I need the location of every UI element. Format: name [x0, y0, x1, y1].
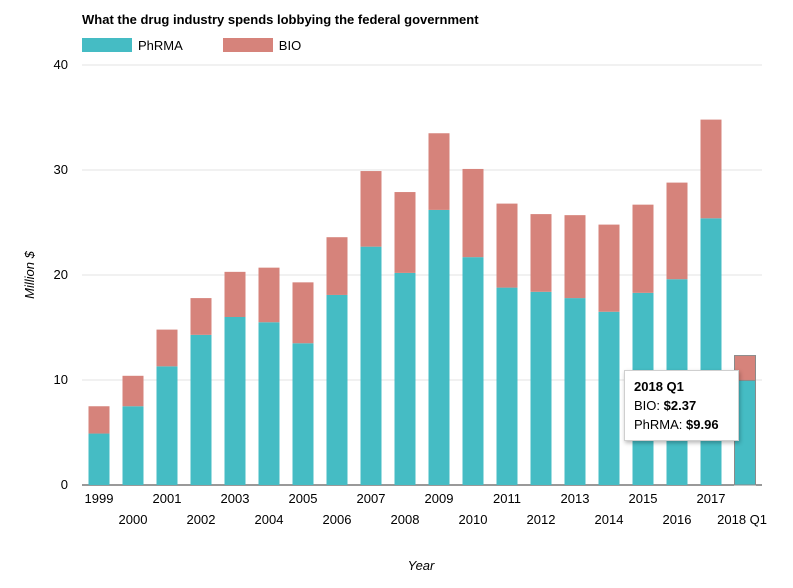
- x-tick-label: 1999: [85, 491, 114, 506]
- x-tick-label: 2005: [289, 491, 318, 506]
- bar-bio[interactable]: [462, 168, 484, 258]
- x-tick-label: 2015: [629, 491, 658, 506]
- bar-bio[interactable]: [598, 224, 620, 312]
- y-tick-label: 40: [54, 57, 68, 72]
- y-tick-label: 20: [54, 267, 68, 282]
- bar-bio[interactable]: [360, 171, 382, 247]
- x-tick-label: 2017: [697, 491, 726, 506]
- bar-bio[interactable]: [224, 271, 246, 317]
- x-tick-label: 2018 Q1: [717, 512, 767, 527]
- bar-phrma[interactable]: [496, 287, 518, 485]
- bar-phrma[interactable]: [598, 311, 620, 485]
- y-tick-label: 10: [54, 372, 68, 387]
- x-tick-label: 2002: [187, 512, 216, 527]
- bar-phrma[interactable]: [394, 272, 416, 485]
- bar-phrma[interactable]: [530, 291, 552, 485]
- x-tick-label: 2008: [391, 512, 420, 527]
- bar-bio[interactable]: [666, 182, 688, 280]
- bar-bio[interactable]: [394, 192, 416, 273]
- x-tick-label: 2011: [493, 491, 521, 506]
- bar-bio[interactable]: [122, 375, 144, 407]
- bar-bio[interactable]: [292, 282, 314, 344]
- legend-item-phrma[interactable]: PhRMA: [82, 38, 183, 53]
- bar-bio[interactable]: [700, 119, 722, 219]
- bar-phrma[interactable]: [258, 322, 280, 485]
- tick-labels: 0 10 20 30 40 1999 2000 2001 2002 2003 2004 2005 200…: [54, 57, 767, 527]
- bar-phrma[interactable]: [564, 298, 586, 485]
- bar-bio[interactable]: [632, 204, 654, 293]
- tooltip: 2018 Q1 BIO: $2.37 PhRMA: $9.96: [624, 370, 739, 441]
- x-tick-label: 2007: [357, 491, 386, 506]
- tooltip-label-bio: BIO:: [634, 398, 661, 413]
- x-tick-label: 2013: [561, 491, 590, 506]
- legend-label-bio: BIO: [278, 37, 302, 53]
- bar-phrma[interactable]: [156, 366, 178, 485]
- x-tick-label: 2004: [255, 512, 284, 527]
- x-tick-label: 2006: [323, 512, 352, 527]
- y-axis-label: Million $: [22, 250, 37, 298]
- legend-swatch-phrma: [82, 38, 132, 52]
- bar-phrma[interactable]: [428, 209, 450, 485]
- bar-phrma[interactable]: [122, 406, 144, 485]
- bar-phrma[interactable]: [326, 294, 348, 485]
- bar-phrma[interactable]: [700, 218, 722, 486]
- bar-phrma[interactable]: [88, 433, 110, 485]
- tooltip-value-bio: $2.37: [663, 398, 697, 413]
- x-tick-label: 2000: [119, 512, 148, 527]
- bar-bio[interactable]: [156, 329, 178, 367]
- x-tick-label: 2014: [595, 512, 624, 527]
- x-tick-label: 2001: [153, 491, 182, 506]
- bar-bio[interactable]: [190, 298, 212, 335]
- bar-bio[interactable]: [564, 215, 586, 299]
- bar-phrma[interactable]: [360, 246, 382, 485]
- bar-bio[interactable]: [530, 214, 552, 292]
- tooltip-value-phrma: $9.96: [686, 417, 719, 432]
- bar-phrma[interactable]: [292, 343, 314, 485]
- bar-phrma[interactable]: [190, 334, 212, 485]
- bar-phrma[interactable]: [224, 317, 246, 485]
- legend: PhRMA BIO: [82, 36, 341, 54]
- tooltip-title: 2018 Q1: [634, 379, 684, 394]
- x-axis-label: Year: [408, 558, 435, 573]
- tooltip-row-phrma: PhRMA: $9.96: [634, 415, 738, 434]
- bar-bio[interactable]: [428, 133, 450, 210]
- x-tick-label: 2012: [527, 512, 556, 527]
- bar-bio[interactable]: [88, 406, 110, 434]
- legend-label-phrma: PhRMA: [138, 37, 183, 53]
- bar-bio[interactable]: [496, 203, 518, 288]
- y-tick-label: 30: [54, 162, 68, 177]
- legend-item-bio[interactable]: BIO: [222, 37, 302, 53]
- x-tick-label: 2009: [425, 491, 454, 506]
- bar-bio[interactable]: [326, 237, 348, 295]
- chart-title: What the drug industry spends lobbying t…: [82, 12, 479, 27]
- bar-bio[interactable]: [258, 267, 280, 323]
- x-tick-label: 2016: [663, 512, 692, 527]
- tooltip-row-bio: BIO: $2.37: [634, 396, 738, 415]
- x-tick-label: 2003: [221, 491, 250, 506]
- legend-swatch-bio: [222, 38, 273, 52]
- x-tick-label: 2010: [459, 512, 488, 527]
- y-tick-label: 0: [61, 477, 68, 492]
- bar-phrma[interactable]: [462, 257, 484, 485]
- tooltip-label-phrma: PhRMA:: [634, 417, 683, 432]
- bar-bio[interactable]: [734, 355, 756, 381]
